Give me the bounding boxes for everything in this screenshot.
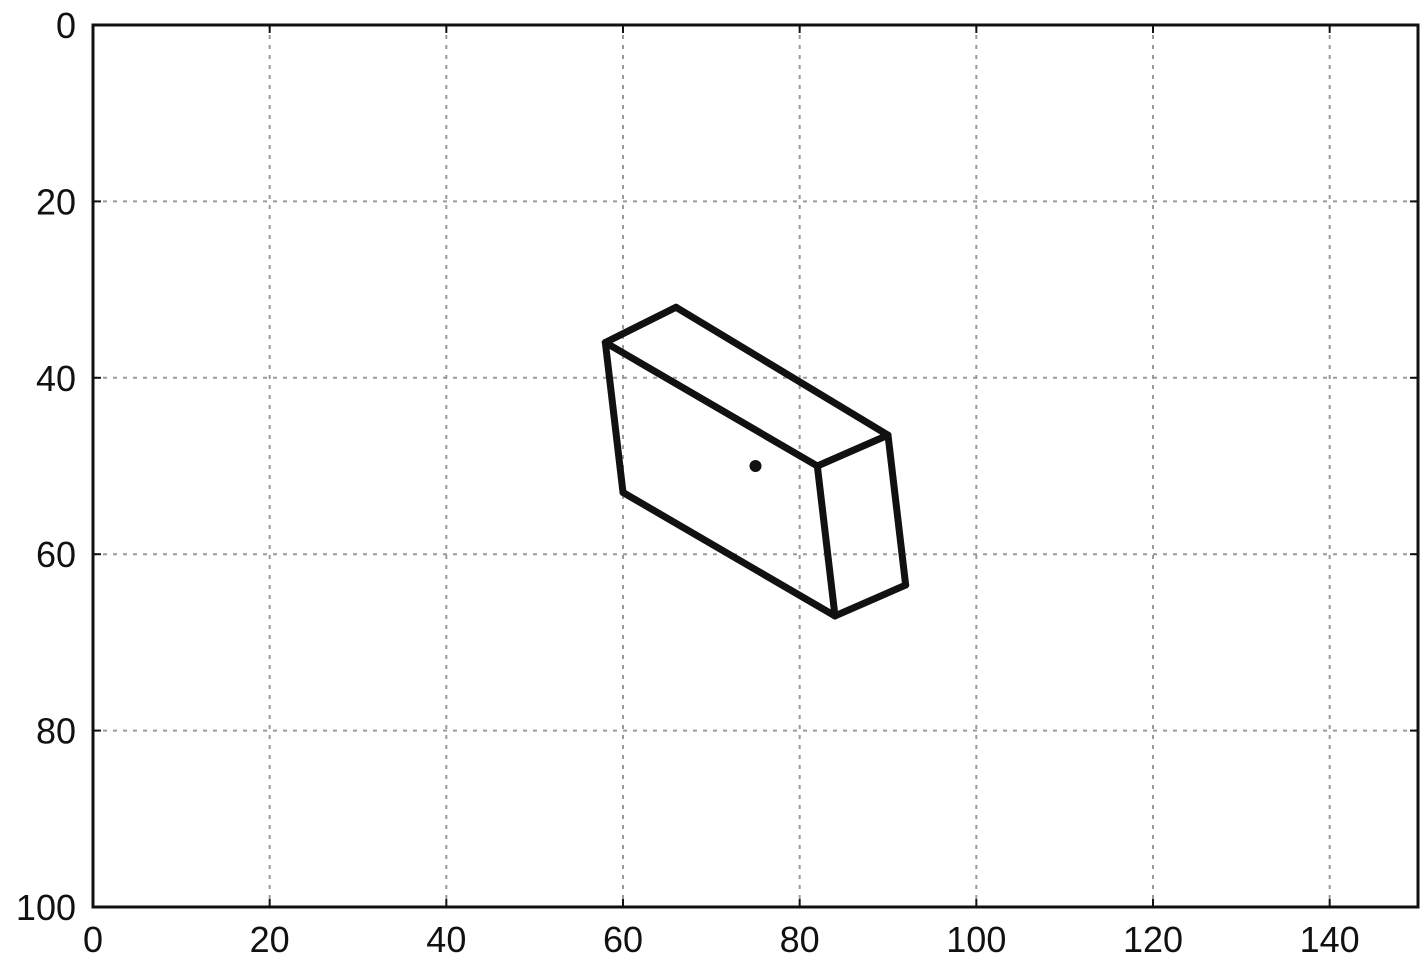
y-tick-label: 60 — [36, 534, 76, 575]
y-tick-label: 20 — [36, 181, 76, 222]
box-edge — [601, 339, 627, 496]
box-edge — [813, 462, 839, 620]
y-tick-label: 100 — [16, 887, 76, 928]
point-layer — [749, 460, 762, 472]
tick-label-layer: 0 20 40 60 80 100 120 140 0 20 40 60 80 100 — [16, 5, 1360, 958]
x-tick-label: 60 — [603, 919, 643, 958]
box-edge — [619, 488, 839, 620]
box-edge — [672, 303, 892, 439]
x-tick-label: 100 — [946, 919, 1006, 958]
box-edge — [831, 581, 910, 620]
box-edge — [813, 431, 892, 470]
box-edge — [601, 303, 680, 347]
x-tick-label: 20 — [250, 919, 290, 958]
y-tick-label: 40 — [36, 358, 76, 399]
axes-frame — [91, 23, 1420, 909]
x-tick-label: 0 — [83, 919, 103, 958]
box-edge — [884, 431, 910, 589]
x-tick-label: 120 — [1123, 919, 1183, 958]
box-shape — [601, 303, 910, 620]
center-point — [749, 460, 762, 472]
y-tick-label: 0 — [56, 5, 76, 46]
x-tick-label: 140 — [1300, 919, 1360, 958]
y-tick-label: 80 — [36, 711, 76, 752]
x-tick-label: 40 — [426, 919, 466, 958]
x-tick-label: 80 — [780, 919, 820, 958]
box-edge — [601, 339, 821, 470]
